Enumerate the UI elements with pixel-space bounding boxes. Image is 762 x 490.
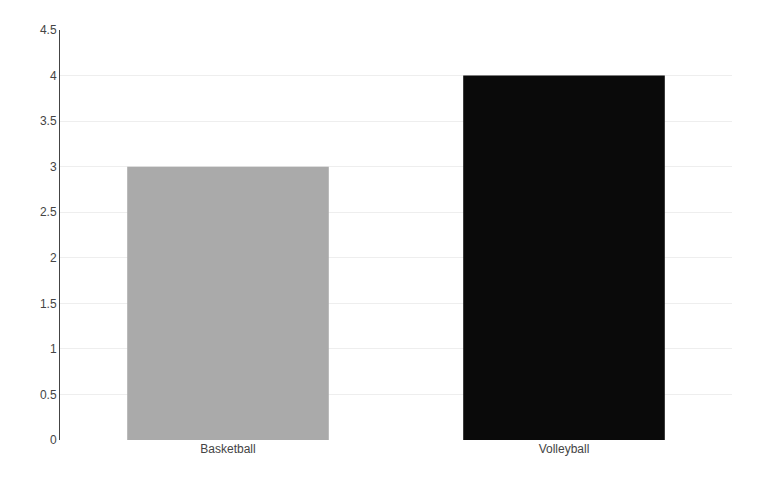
svg-text:2.5: 2.5 [40,205,57,219]
svg-text:4.5: 4.5 [40,23,57,37]
svg-text:Volleyball: Volleyball [539,442,590,456]
svg-text:2: 2 [50,251,57,265]
svg-text:1: 1 [50,342,57,356]
svg-text:0: 0 [50,433,57,447]
svg-text:3: 3 [50,160,57,174]
svg-text:4: 4 [50,69,57,83]
svg-text:0.5: 0.5 [40,388,57,402]
svg-text:3.5: 3.5 [40,114,57,128]
svg-text:Basketball: Basketball [200,442,255,456]
svg-text:1.5: 1.5 [40,297,57,311]
